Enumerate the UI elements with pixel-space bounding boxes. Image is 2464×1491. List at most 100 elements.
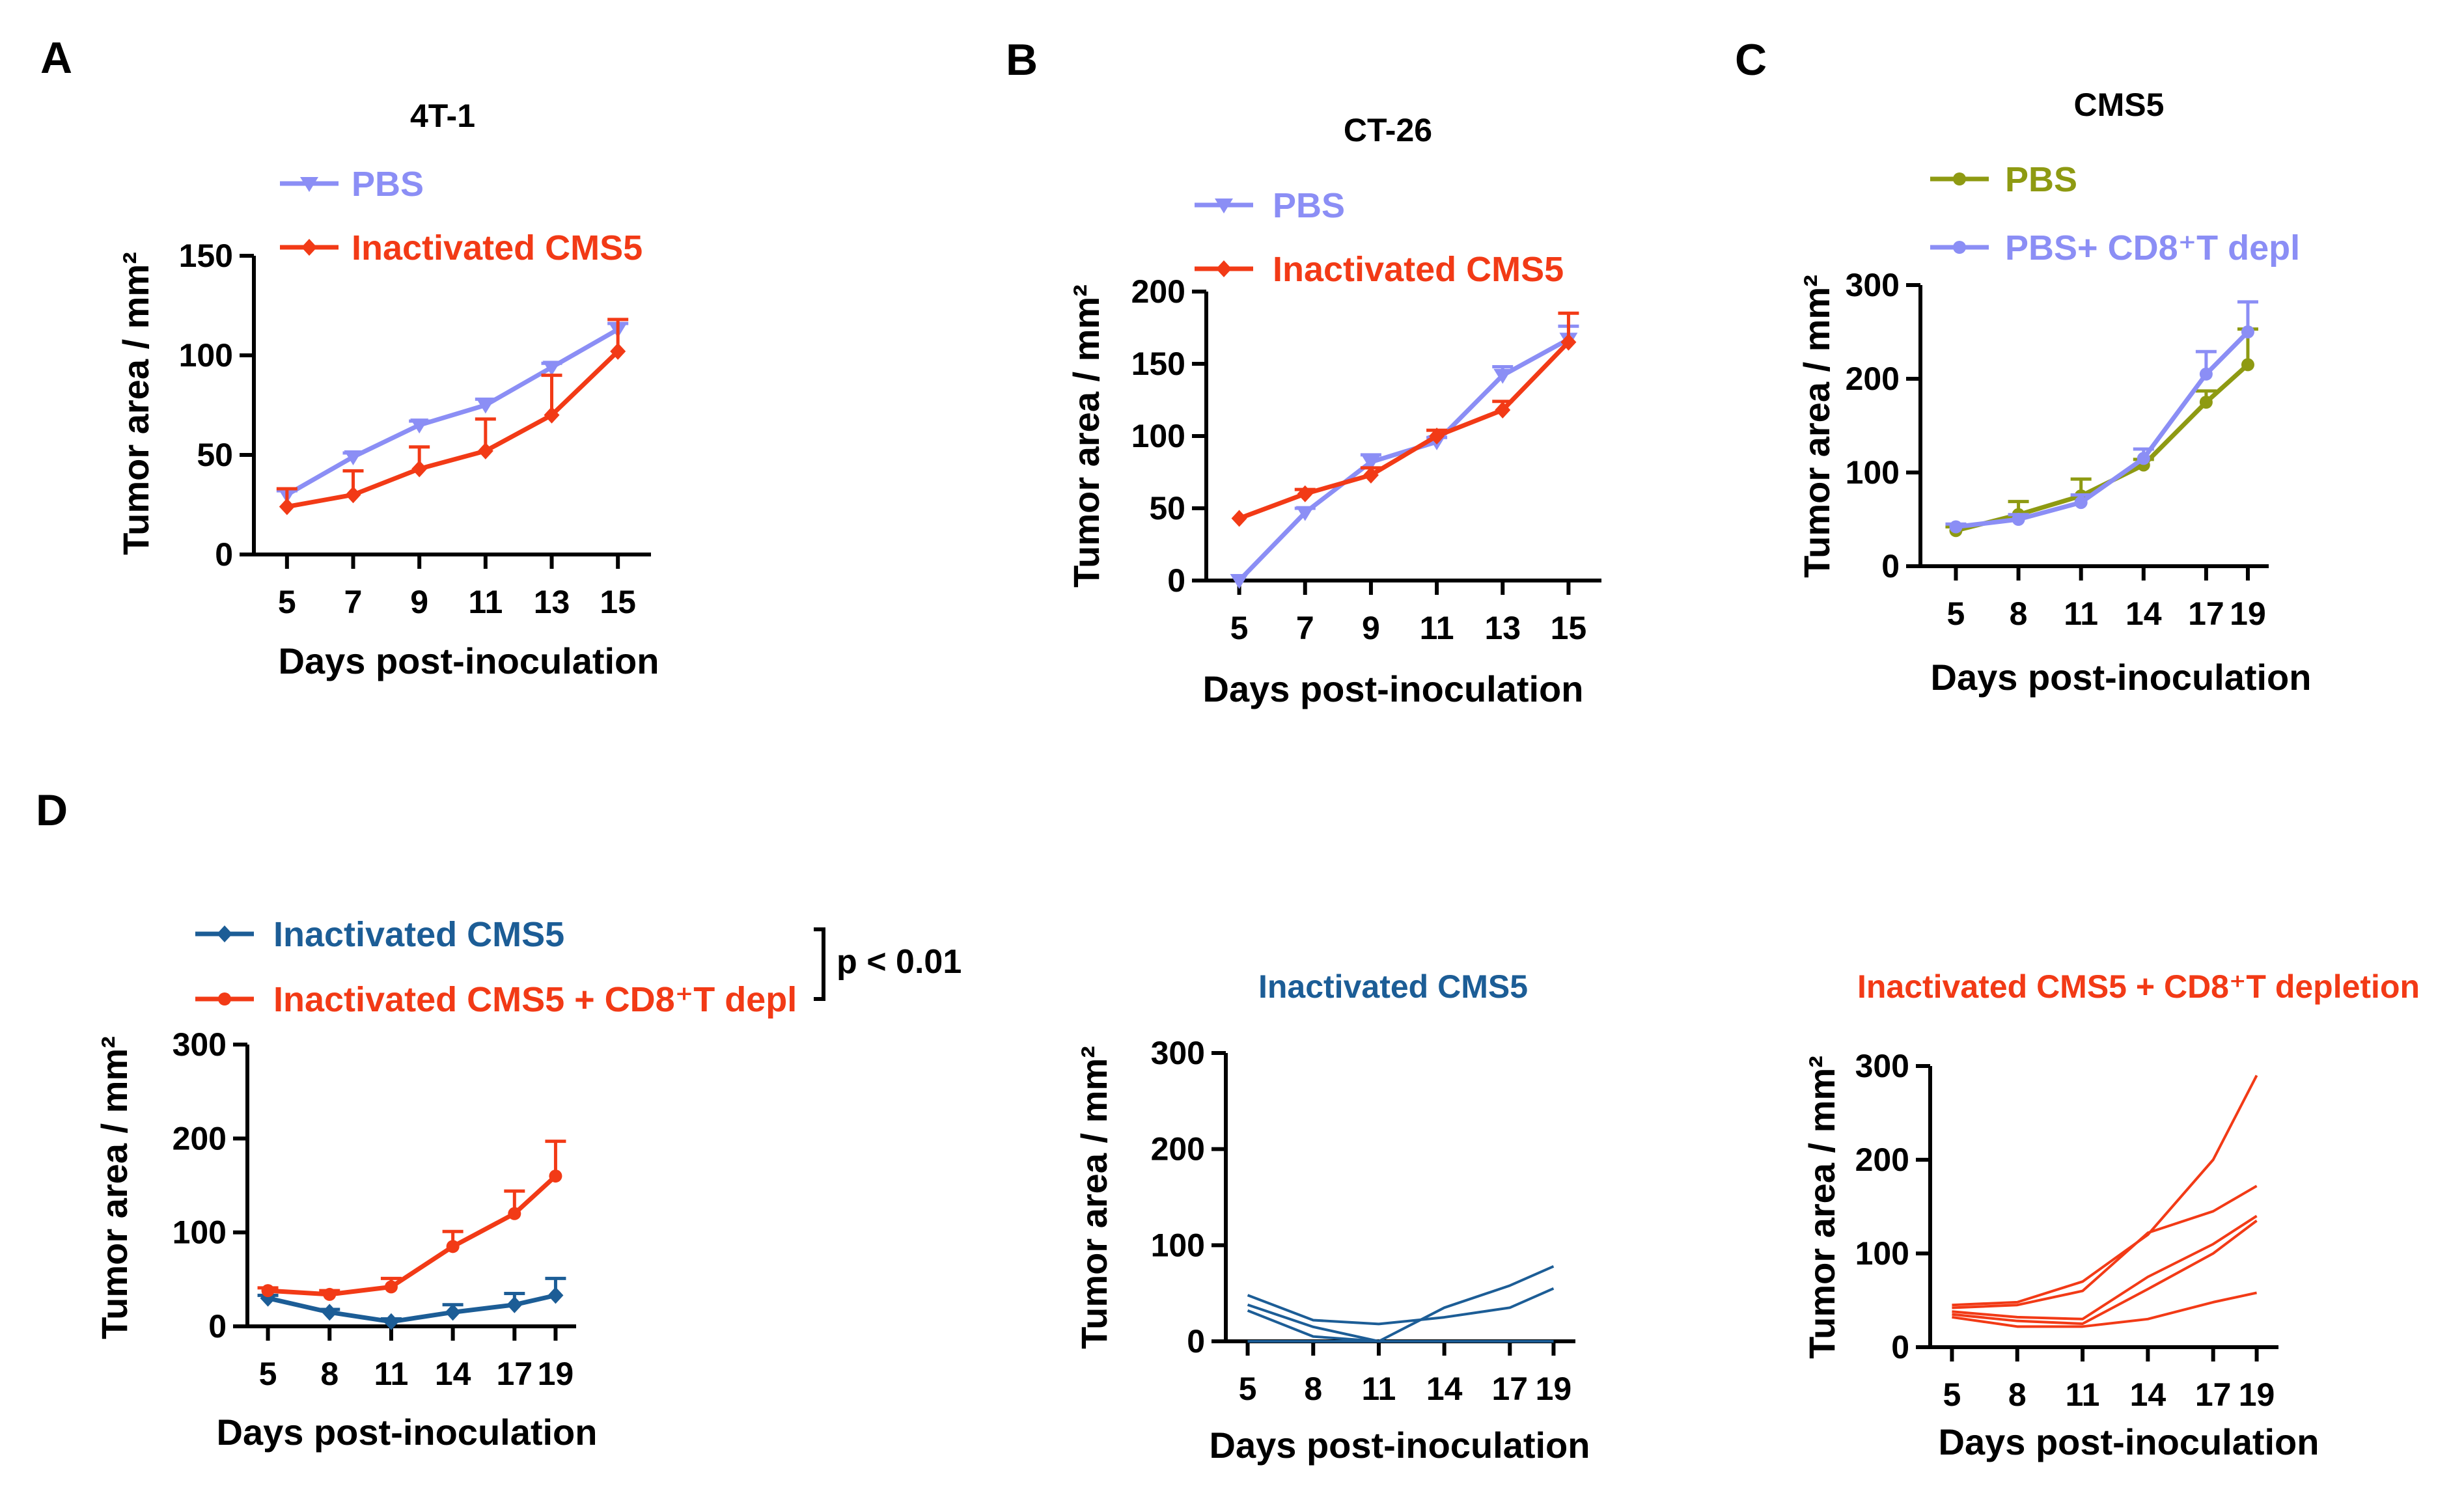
legend-marker: [301, 239, 317, 256]
panel-letter-c: C: [1735, 35, 1767, 85]
series-1: [257, 1276, 566, 1330]
y-tick-label: 200: [1131, 273, 1185, 310]
y-tick-label: 0: [1881, 548, 1900, 584]
series-3: [1952, 1214, 2258, 1320]
x-axis-label: Days post-inoculation: [1939, 1421, 2319, 1462]
legend-label: PBS+ CD8⁺T depl: [2005, 228, 2300, 267]
x-tick-label: 14: [2130, 1376, 2166, 1413]
data-point: [1495, 402, 1511, 419]
y-tick-label: 150: [179, 238, 233, 274]
series-line: [1247, 1287, 1555, 1326]
data-point: [2199, 367, 2213, 381]
x-tick-label: 14: [1426, 1371, 1463, 1407]
chart-title: Inactivated CMS5: [1258, 968, 1528, 1005]
y-tick-label: 300: [1151, 1035, 1205, 1071]
x-tick-label: 9: [1362, 610, 1380, 646]
x-tick-label: 11: [1420, 610, 1454, 646]
x-tick-label: 11: [468, 584, 503, 620]
y-axis-label: Tumor area / mm²: [1796, 275, 1837, 578]
legend-marker: [1953, 241, 1966, 254]
data-point: [383, 1313, 399, 1330]
data-point: [1230, 574, 1249, 589]
series-1: [1247, 1287, 1555, 1326]
legend-item-1: PBS: [1195, 186, 1345, 225]
x-tick-label: 11: [2066, 1376, 2100, 1413]
chart-title: Inactivated CMS5 + CD8⁺T depletion: [1857, 968, 2420, 1005]
data-point: [508, 1207, 521, 1220]
x-tick-label: 8: [320, 1356, 339, 1392]
data-point: [2241, 358, 2254, 372]
chart-cms5: CMS5 0 100 200 300 5 8 11 14 17 19 Days post-inocul…: [1796, 87, 2311, 698]
x-tick-label: 11: [1362, 1371, 1396, 1407]
data-point: [2199, 396, 2213, 409]
data-point: [322, 1304, 338, 1321]
data-point: [2012, 513, 2025, 526]
series-2: [276, 318, 629, 515]
x-tick-label: 17: [497, 1356, 533, 1392]
legend-label: PBS: [2005, 160, 2077, 199]
y-tick-label: 0: [1187, 1323, 1205, 1360]
legend-item-2: Inactivated CMS5 + CD8⁺T depl: [195, 980, 797, 1019]
x-tick-label: 8: [2008, 1376, 2027, 1413]
data-point: [610, 342, 626, 360]
data-point: [2074, 496, 2088, 510]
data-point: [1949, 520, 1963, 534]
data-point: [1560, 333, 1577, 351]
x-tick-label: 19: [538, 1356, 574, 1392]
data-point: [1295, 506, 1314, 521]
series-2: [1231, 311, 1579, 527]
x-tick-label: 5: [1947, 595, 1965, 632]
x-tick-label: 5: [1230, 610, 1249, 646]
series-line: [1952, 1291, 2257, 1328]
chart-title: 4T-1: [410, 98, 475, 134]
y-tick-label: 100: [173, 1214, 227, 1251]
chart-d-mean: 0 100 200 300 5 8 11 14 17 19 Days post-inoculatio…: [94, 915, 797, 1453]
series-2: [257, 1140, 566, 1301]
data-point: [384, 1280, 398, 1294]
legend-marker: [1216, 260, 1232, 277]
data-point: [445, 1304, 461, 1321]
series-2: [1945, 300, 2258, 534]
data-point: [344, 450, 363, 466]
significance-label: p < 0.01: [837, 943, 962, 981]
y-tick-label: 300: [1846, 267, 1900, 303]
series-line: [1956, 330, 2250, 529]
data-point: [506, 1296, 523, 1313]
series-4: [1952, 1220, 2258, 1325]
legend-item-1: PBS: [280, 165, 424, 204]
legend-marker: [300, 177, 318, 192]
y-tick-label: 50: [1149, 490, 1185, 527]
y-tick-label: 0: [215, 536, 233, 573]
series-line: [1247, 1309, 1554, 1343]
series-2: [1247, 1265, 1555, 1343]
chart-4t1: 4T-1 0 50 100 150 5 7 9 11 13 15 Days post-inoculat…: [115, 98, 659, 681]
series-2: [1952, 1184, 2258, 1309]
legend-label: Inactivated CMS5 + CD8⁺T depl: [273, 980, 797, 1019]
x-tick-label: 11: [2064, 595, 2098, 632]
x-tick-label: 14: [2125, 595, 2162, 632]
panel-letter-d: D: [36, 786, 68, 835]
data-point: [549, 1170, 562, 1183]
data-point: [1297, 485, 1313, 502]
chart-title: CMS5: [2074, 87, 2165, 123]
chart-ct26: CT-26 0 50 100 150 200 5 7 9 11 13 15 Days post-inoc…: [1066, 112, 1601, 709]
x-axis-label: Days post-inoculation: [1210, 1425, 1590, 1466]
series-line: [286, 327, 619, 497]
y-tick-label: 200: [1151, 1131, 1205, 1168]
x-tick-label: 17: [2195, 1376, 2232, 1413]
x-tick-label: 17: [2188, 595, 2224, 632]
x-axis-label: Days post-inoculation: [1203, 668, 1584, 709]
series-line: [1247, 1265, 1555, 1343]
series-1: [1952, 1074, 2258, 1307]
series-line: [1952, 1074, 2258, 1307]
y-tick-label: 300: [1855, 1048, 1909, 1084]
series-line: [1952, 1214, 2258, 1320]
data-point: [477, 442, 493, 459]
legend-label: Inactivated CMS5: [273, 915, 564, 954]
x-tick-label: 19: [2230, 595, 2266, 632]
chart-title: CT-26: [1344, 112, 1432, 148]
x-tick-label: 19: [1536, 1371, 1572, 1407]
series-1: [1945, 327, 2258, 538]
y-tick-label: 200: [1846, 361, 1900, 397]
